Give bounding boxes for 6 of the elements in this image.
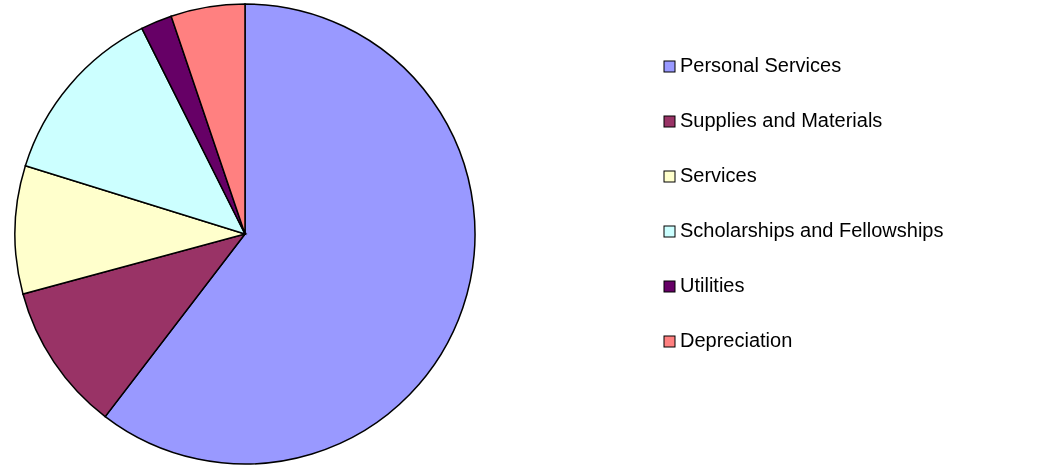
- legend-label: Scholarships and Fellowships: [680, 219, 944, 241]
- legend-label: Utilities: [680, 274, 745, 296]
- legend-label: Personal Services: [680, 54, 842, 76]
- legend-label: Supplies and Materials: [680, 109, 883, 131]
- legend-label: Services: [680, 164, 757, 186]
- legend-label: Depreciation: [680, 329, 793, 351]
